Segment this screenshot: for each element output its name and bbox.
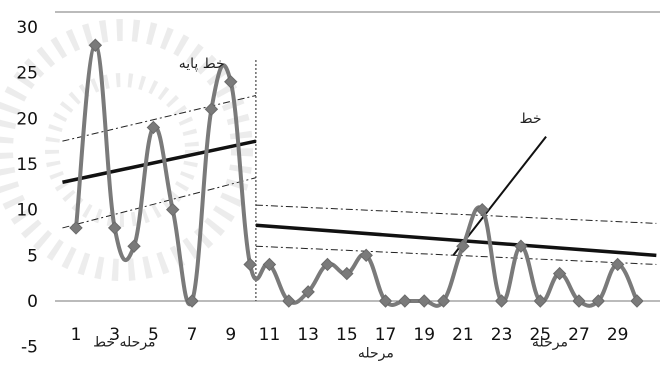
y-tick-label: 15 bbox=[16, 155, 38, 175]
annotations: خط پایه خط مرحله خط مرحله مرحله bbox=[93, 56, 568, 362]
data-point bbox=[475, 202, 489, 217]
x-tick-label: 17 bbox=[375, 325, 397, 345]
confidence-band-line bbox=[62, 177, 257, 229]
y-tick-label: 0 bbox=[27, 292, 38, 312]
x-tick-label: 5 bbox=[148, 325, 159, 345]
x-tick-label: 1 bbox=[71, 325, 82, 345]
x-tick-label: 3 bbox=[109, 325, 120, 345]
x-tick-label: 23 bbox=[491, 325, 513, 345]
trend-line bbox=[62, 139, 257, 184]
data-points bbox=[69, 38, 644, 308]
data-point bbox=[494, 294, 509, 308]
data-point bbox=[301, 285, 315, 299]
x-tick-labels: 1 3 5 7 9 11 13 15 17 19 21 23 25 27 29 bbox=[71, 325, 629, 345]
data-point bbox=[610, 257, 625, 272]
data-point bbox=[572, 294, 586, 308]
x-tick-label: 7 bbox=[187, 325, 198, 345]
data-point bbox=[417, 294, 431, 308]
data-point bbox=[243, 257, 257, 272]
trend-line bbox=[255, 223, 657, 258]
data-point bbox=[185, 294, 199, 308]
x-tick-label: 27 bbox=[568, 325, 590, 345]
series-line bbox=[74, 43, 639, 308]
data-point bbox=[398, 294, 412, 308]
y-tick-label: 30 bbox=[16, 18, 38, 38]
x-tick-label: 13 bbox=[297, 325, 319, 345]
data-point bbox=[340, 266, 354, 281]
data-point bbox=[630, 294, 644, 308]
annotation-label: خط bbox=[520, 111, 542, 127]
x-tick-label: 19 bbox=[413, 325, 435, 345]
data-point bbox=[552, 266, 567, 281]
data-point bbox=[224, 75, 238, 89]
data-point bbox=[533, 294, 547, 308]
trend-lines bbox=[62, 95, 657, 265]
x-tick-label: 21 bbox=[452, 325, 474, 345]
y-tick-label: 5 bbox=[27, 246, 38, 266]
annotation-label: خط پایه bbox=[179, 56, 225, 72]
x-tick-label: 15 bbox=[336, 325, 358, 345]
y-tick-label: 10 bbox=[16, 201, 38, 221]
data-point bbox=[262, 257, 277, 272]
data-point bbox=[166, 202, 180, 217]
annotation-label: مرحله bbox=[532, 335, 568, 351]
confidence-band-line bbox=[255, 204, 657, 224]
data-point bbox=[88, 38, 103, 52]
x-tick-label: 25 bbox=[529, 325, 551, 345]
data-point bbox=[146, 120, 161, 135]
annotation-label: مرحله bbox=[358, 346, 394, 362]
data-point bbox=[127, 239, 141, 253]
data-point bbox=[320, 257, 335, 272]
y-tick-labels: -5 0 5 10 15 20 25 30 bbox=[16, 18, 38, 358]
data-point bbox=[282, 294, 296, 308]
confidence-band-line bbox=[62, 95, 257, 142]
data-point bbox=[378, 294, 393, 308]
data-point bbox=[514, 239, 528, 253]
data-point bbox=[204, 102, 219, 116]
y-tick-label: -5 bbox=[21, 338, 38, 358]
confidence-band-line bbox=[255, 245, 657, 265]
data-point bbox=[591, 294, 606, 308]
data-point bbox=[107, 221, 122, 235]
y-tick-label: 25 bbox=[16, 64, 38, 84]
x-tick-label: 11 bbox=[259, 325, 281, 345]
data-point bbox=[456, 239, 470, 253]
data-point bbox=[69, 221, 83, 235]
y-tick-label: 20 bbox=[16, 109, 38, 129]
x-tick-label: 9 bbox=[225, 325, 236, 345]
data-point bbox=[436, 294, 451, 308]
data-point bbox=[359, 248, 373, 263]
annotation-label: مرحله خط bbox=[93, 335, 155, 351]
x-tick-label: 29 bbox=[607, 325, 629, 345]
watermark-seal bbox=[0, 19, 253, 281]
